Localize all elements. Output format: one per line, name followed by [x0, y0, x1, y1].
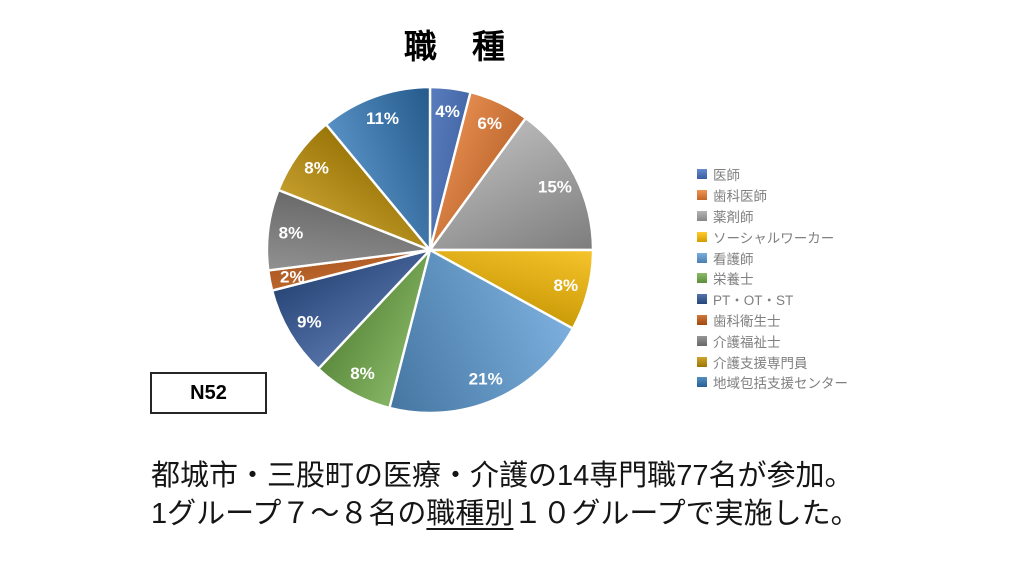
legend-item: 看護師	[697, 247, 848, 268]
pie-data-label: 9%	[297, 312, 322, 331]
pie-chart: 4% 6% 15% 8% 21% 8% 9% 2% 8% 8% 11%	[265, 85, 595, 415]
legend-item: ソーシャルワーカー	[697, 226, 848, 247]
pie-data-label: 8%	[279, 223, 304, 242]
pie-data-label: 15%	[538, 177, 572, 196]
legend-swatch	[697, 377, 707, 388]
legend-item: 歯科衛生士	[697, 310, 848, 331]
pie-data-label: 11%	[366, 109, 399, 128]
legend-swatch	[697, 231, 707, 242]
legend-swatch	[697, 252, 707, 263]
legend-swatch	[697, 335, 707, 346]
pie-data-label: 21%	[469, 370, 503, 389]
legend-label: PT・OT・ST	[713, 293, 794, 309]
caption-line-2: 1グループ７～８名の職種別１０グループで実施した。	[151, 498, 860, 530]
pie-data-label: 8%	[304, 159, 329, 178]
pie-slice	[388, 248, 575, 415]
pie-data-label: 4%	[435, 102, 460, 121]
legend-swatch	[697, 356, 707, 367]
legend-swatch	[697, 314, 707, 325]
pie-data-label: 2%	[280, 267, 305, 286]
legend-label: ソーシャルワーカー	[713, 230, 835, 246]
pie-data-label: 8%	[350, 364, 375, 383]
legend-swatch	[697, 210, 707, 221]
legend-item: 栄養士	[697, 268, 848, 289]
legend-item: PT・OT・ST	[697, 289, 848, 310]
legend-swatch	[697, 169, 707, 180]
legend-item: 介護福祉士	[697, 330, 848, 351]
legend-label: 介護福祉士	[713, 334, 781, 350]
legend-label: 栄養士	[713, 272, 754, 288]
sample-size-label: N52	[190, 381, 227, 404]
legend-swatch	[697, 273, 707, 284]
legend-item: 介護支援専門員	[697, 351, 848, 372]
legend-label: 看護師	[713, 251, 754, 267]
legend-label: 医師	[713, 168, 740, 184]
chart-title: 職 種	[404, 28, 506, 65]
legend-label: 介護支援専門員	[713, 355, 808, 371]
sample-size-box: N52	[150, 372, 267, 414]
legend-label: 歯科医師	[713, 189, 767, 205]
pie-data-label: 6%	[477, 114, 502, 133]
legend-item: 医師	[697, 164, 848, 185]
chart-legend: 医師歯科医師薬剤師ソーシャルワーカー 看護師栄養士 PT・OT・ST 歯科衛生士介護福…	[697, 164, 848, 393]
legend-item: 薬剤師	[697, 206, 848, 227]
legend-label: 歯科衛生士	[713, 313, 781, 329]
legend-swatch	[697, 190, 707, 201]
caption-line-1: 都城市・三股町の医療・介護の14専門職77名が参加。	[151, 460, 854, 492]
pie-data-label: 8%	[554, 276, 579, 295]
legend-item: 歯科医師	[697, 185, 848, 206]
legend-label: 薬剤師	[713, 209, 754, 225]
caption-underlined-term: 職種別	[426, 498, 514, 530]
pie-slice	[324, 85, 432, 252]
caption-text: 都城市・三股町の医療・介護の14専門職77名が参加。 1グループ７～８名の職種別…	[151, 457, 881, 533]
legend-label: 地域包括支援センター	[713, 376, 848, 392]
pie-slice	[270, 248, 432, 371]
pie-slice	[428, 116, 595, 252]
legend-swatch	[697, 294, 707, 305]
legend-item: 地域包括支援センター	[697, 372, 848, 393]
